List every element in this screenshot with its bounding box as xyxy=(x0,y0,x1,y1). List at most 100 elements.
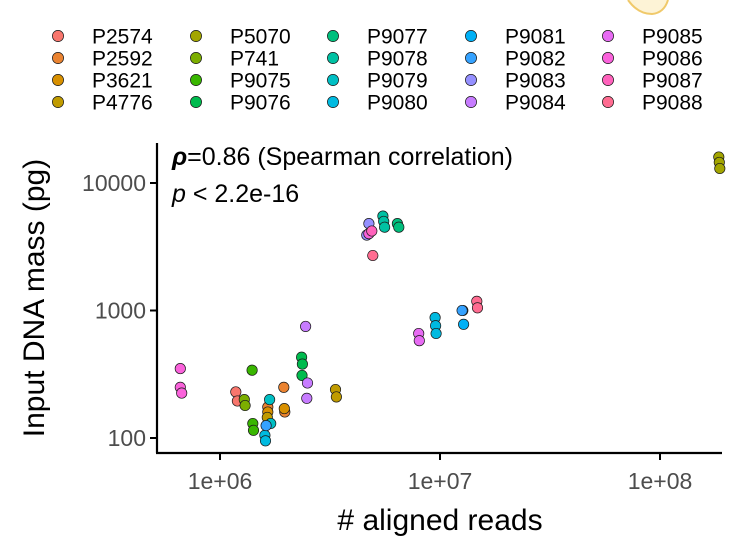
data-points xyxy=(174,151,726,447)
legend-item-p9075: P9075 xyxy=(190,70,291,93)
legend-label: P2574 xyxy=(92,26,153,49)
legend-item-p9076: P9076 xyxy=(190,92,291,115)
data-point-p9077 xyxy=(393,221,405,233)
data-point-p9078 xyxy=(379,221,391,233)
data-point-p9081 xyxy=(458,318,470,330)
legend-label: P9078 xyxy=(367,48,428,71)
legend-label: P9075 xyxy=(230,70,291,93)
legend-label: P9081 xyxy=(505,26,566,49)
legend-item-p9078: P9078 xyxy=(327,48,428,71)
legend-item-p2592: P2592 xyxy=(52,48,153,71)
data-point-p9080 xyxy=(430,327,442,340)
y-axis-label: Input DNA mass (pg) xyxy=(18,159,51,437)
legend-item-p9084: P9084 xyxy=(465,92,566,115)
data-point-p9084 xyxy=(300,320,312,332)
legend-marker xyxy=(602,74,614,86)
legend-label: P9083 xyxy=(505,70,566,93)
data-point-p9079 xyxy=(264,394,276,406)
legend-item-p9086: P9086 xyxy=(602,48,703,71)
data-point-p2574 xyxy=(230,386,242,398)
legend-marker xyxy=(465,30,477,42)
legend-marker xyxy=(190,96,202,108)
legend-marker xyxy=(465,74,477,86)
legend-label: P741 xyxy=(230,48,279,71)
data-point-p4776 xyxy=(330,391,342,403)
p-symbol: p xyxy=(171,180,186,208)
y-tick-label: 1000 xyxy=(95,298,146,324)
data-point-p9086 xyxy=(174,363,186,375)
legend-marker xyxy=(327,52,339,64)
legend-marker xyxy=(327,74,339,86)
data-point-p9088 xyxy=(367,249,379,262)
legend-item-p9085: P9085 xyxy=(602,26,703,49)
legend-marker xyxy=(602,52,614,64)
y-tick-label: 100 xyxy=(108,425,146,451)
p-text: < 2.2e-16 xyxy=(186,180,299,208)
legend-item-p9083: P9083 xyxy=(465,70,566,93)
y-axis-ticks: 100 1000 10000 xyxy=(82,170,157,451)
data-point-p9086 xyxy=(176,387,188,399)
legend-item-p3621: P3621 xyxy=(52,70,153,93)
legend-item-p2574: P2574 xyxy=(52,26,153,49)
legend-marker xyxy=(465,96,477,108)
data-point-p9080 xyxy=(259,435,272,447)
legend-marker xyxy=(327,96,339,108)
legend-marker xyxy=(52,96,64,108)
legend-item-p9082: P9082 xyxy=(465,48,566,71)
legend-item-p5070: P5070 xyxy=(190,26,291,49)
legend-item-p9080: P9080 xyxy=(327,92,428,115)
legend-label: P4776 xyxy=(92,92,153,115)
legend-label: P9077 xyxy=(367,26,428,49)
rho-text: =0.86 (Spearman correlation) xyxy=(187,143,513,171)
legend-label: P9082 xyxy=(505,48,566,71)
x-tick-label: 1e+08 xyxy=(628,468,693,494)
legend-label: P9087 xyxy=(642,70,703,93)
data-point-p9084 xyxy=(301,392,313,404)
x-axis-label: # aligned reads xyxy=(337,504,542,537)
legend-label: P9086 xyxy=(642,48,703,71)
legend-label: P2592 xyxy=(92,48,153,71)
x-tick-label: 1e+06 xyxy=(188,468,253,494)
legend-marker xyxy=(52,74,64,86)
partial-icon xyxy=(627,0,669,16)
legend-item-p9081: P9081 xyxy=(465,26,566,49)
x-axis-ticks: 1e+06 1e+07 1e+08 xyxy=(188,453,693,494)
legend-marker xyxy=(52,52,64,64)
data-point-p2592 xyxy=(278,381,290,393)
legend-marker xyxy=(327,30,339,42)
legend-label: P9085 xyxy=(642,26,703,49)
legend-label: P9084 xyxy=(505,92,566,115)
data-point-p9076 xyxy=(296,369,308,381)
legend-label: P9079 xyxy=(367,70,428,93)
data-point-p741 xyxy=(239,399,251,412)
p-value-annotation: p < 2.2e-16 xyxy=(171,180,299,208)
data-point-p9087 xyxy=(366,225,378,237)
legend-item-p9077: P9077 xyxy=(327,26,428,49)
data-point-p9085 xyxy=(413,335,425,347)
legend-marker xyxy=(190,30,202,42)
legend-item-p741: P741 xyxy=(190,48,279,71)
rho-symbol: ρ xyxy=(171,143,187,171)
data-point-p9084 xyxy=(301,377,314,389)
legend-marker xyxy=(52,30,64,42)
spearman-annotation: ρ=0.86 (Spearman correlation) xyxy=(171,143,513,171)
data-point-p9075 xyxy=(246,364,258,376)
legend-marker xyxy=(602,96,614,108)
legend-label: P9080 xyxy=(367,92,428,115)
data-point-p9088 xyxy=(471,302,484,314)
data-point-p5070 xyxy=(714,162,726,175)
data-point-p9082 xyxy=(456,304,468,317)
legend-marker xyxy=(190,52,202,64)
legend-label: P3621 xyxy=(92,70,153,93)
y-tick-label: 10000 xyxy=(82,170,146,196)
legend-item-p4776: P4776 xyxy=(52,92,153,115)
legend-label: P9088 xyxy=(642,92,703,115)
legend-label: P5070 xyxy=(230,26,291,49)
legend-item-p9088: P9088 xyxy=(602,92,703,115)
legend-item-p9087: P9087 xyxy=(602,70,703,93)
legend-marker xyxy=(602,30,614,42)
legend-label: P9076 xyxy=(230,92,291,115)
legend-item-p9079: P9079 xyxy=(327,70,428,93)
legend-marker xyxy=(465,52,477,64)
